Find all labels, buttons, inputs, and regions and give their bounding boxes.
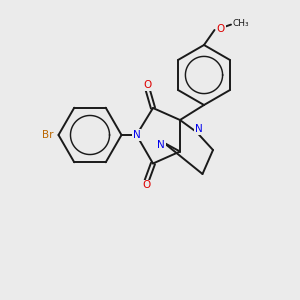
Text: O: O	[142, 180, 151, 190]
Text: O: O	[143, 80, 152, 91]
Text: N: N	[157, 140, 165, 150]
Text: CH₃: CH₃	[232, 20, 249, 28]
Text: Br: Br	[42, 130, 53, 140]
Text: N: N	[195, 124, 203, 134]
Text: N: N	[133, 130, 140, 140]
Text: O: O	[217, 24, 225, 34]
